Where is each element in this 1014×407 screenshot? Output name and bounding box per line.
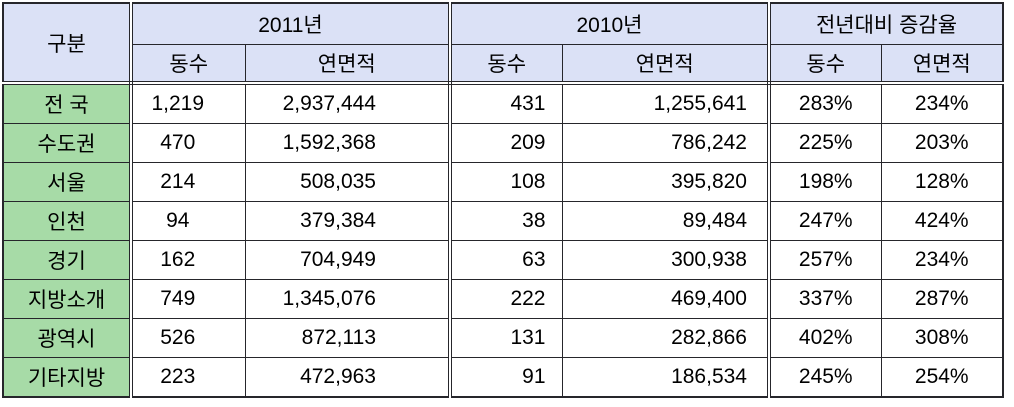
cell-2011-area: 1,345,076 — [244, 279, 452, 319]
cell-yoy-area: 424% — [880, 201, 1004, 241]
cell-2010-count: 91 — [449, 357, 563, 398]
cell-2010-count: 131 — [449, 318, 563, 358]
table-header: 구분 2011년 2010년 전년대비 증감율 동수 연면적 동수 연면적 동수… — [2, 2, 1004, 85]
table-row: 인천 94 379,384 38 89,484 247% 424% — [2, 201, 1004, 241]
table-row: 광역시 526 872,113 131 282,866 402% 308% — [2, 318, 1004, 358]
cell-yoy-count: 402% — [768, 318, 882, 358]
table-body: 전 국 1,219 2,937,444 431 1,255,641 283% 2… — [2, 82, 1004, 398]
cell-2011-area: 872,113 — [244, 318, 452, 358]
row-label: 지방소개 — [2, 279, 133, 319]
cell-yoy-area: 128% — [880, 162, 1004, 202]
cell-2011-area: 472,963 — [244, 357, 452, 398]
statistics-table: 구분 2011년 2010년 전년대비 증감율 동수 연면적 동수 연면적 동수… — [2, 2, 1004, 398]
cell-2011-count: 1,219 — [130, 82, 246, 124]
cell-2011-area: 2,937,444 — [244, 82, 452, 124]
cell-yoy-area: 287% — [880, 279, 1004, 319]
cell-2011-count: 223 — [130, 357, 246, 398]
cell-2010-count: 63 — [449, 240, 563, 280]
cell-2010-area: 186,534 — [561, 357, 771, 398]
cell-yoy-area: 203% — [880, 123, 1004, 163]
table-row: 수도권 470 1,592,368 209 786,242 225% 203% — [2, 123, 1004, 163]
cell-2010-area: 1,255,641 — [561, 82, 771, 124]
cell-yoy-count: 225% — [768, 123, 882, 163]
table-row: 지방소개 749 1,345,076 222 469,400 337% 287% — [2, 279, 1004, 319]
cell-2011-count: 214 — [130, 162, 246, 202]
cell-yoy-count: 283% — [768, 82, 882, 124]
row-label: 인천 — [2, 201, 133, 241]
row-label: 경기 — [2, 240, 133, 280]
cell-2010-area: 282,866 — [561, 318, 771, 358]
subheader-2011-area: 연면적 — [244, 44, 452, 85]
table-row: 전 국 1,219 2,937,444 431 1,255,641 283% 2… — [2, 82, 1004, 124]
header-sub-row: 동수 연면적 동수 연면적 동수 연면적 — [3, 44, 1004, 85]
cell-yoy-area: 234% — [880, 240, 1004, 280]
cell-2010-area: 395,820 — [561, 162, 771, 202]
cell-2010-count: 38 — [449, 201, 563, 241]
cell-2011-count: 94 — [130, 201, 246, 241]
table-row: 기타지방 223 472,963 91 186,534 245% 254% — [2, 357, 1004, 398]
cell-2010-count: 209 — [449, 123, 563, 163]
header-row-group: 구분 — [2, 2, 133, 85]
cell-2011-count: 162 — [130, 240, 246, 280]
cell-2010-count: 431 — [449, 82, 563, 124]
header-group-2011: 2011년 — [130, 2, 452, 45]
row-label: 광역시 — [2, 318, 133, 358]
cell-yoy-area: 234% — [880, 82, 1004, 124]
cell-2010-count: 108 — [449, 162, 563, 202]
subheader-2010-area: 연면적 — [561, 44, 771, 85]
row-label: 수도권 — [2, 123, 133, 163]
cell-2011-area: 379,384 — [244, 201, 452, 241]
row-label: 전 국 — [2, 82, 133, 124]
cell-yoy-count: 245% — [768, 357, 882, 398]
cell-2011-count: 749 — [130, 279, 246, 319]
cell-2010-count: 222 — [449, 279, 563, 319]
cell-2011-count: 470 — [130, 123, 246, 163]
cell-yoy-count: 247% — [768, 201, 882, 241]
table-row: 서울 214 508,035 108 395,820 198% 128% — [2, 162, 1004, 202]
cell-2010-area: 469,400 — [561, 279, 771, 319]
cell-yoy-area: 254% — [880, 357, 1004, 398]
cell-yoy-count: 257% — [768, 240, 882, 280]
cell-yoy-count: 198% — [768, 162, 882, 202]
subheader-2011-count: 동수 — [130, 44, 246, 85]
header-group-yoy: 전년대비 증감율 — [768, 2, 1004, 45]
cell-2010-area: 300,938 — [561, 240, 771, 280]
cell-2011-area: 508,035 — [244, 162, 452, 202]
cell-2011-area: 704,949 — [244, 240, 452, 280]
cell-2011-area: 1,592,368 — [244, 123, 452, 163]
cell-2010-area: 786,242 — [561, 123, 771, 163]
row-label: 서울 — [2, 162, 133, 202]
header-group-row: 구분 2011년 2010년 전년대비 증감율 — [2, 2, 1004, 85]
header-group-2010: 2010년 — [449, 2, 771, 45]
subheader-2010-count: 동수 — [449, 44, 563, 85]
cell-2011-count: 526 — [130, 318, 246, 358]
table-row: 경기 162 704,949 63 300,938 257% 234% — [2, 240, 1004, 280]
row-label: 기타지방 — [2, 357, 133, 398]
cell-2010-area: 89,484 — [561, 201, 771, 241]
cell-yoy-count: 337% — [768, 279, 882, 319]
subheader-yoy-count: 동수 — [768, 44, 882, 85]
subheader-yoy-area: 연면적 — [880, 44, 1004, 85]
cell-yoy-area: 308% — [880, 318, 1004, 358]
